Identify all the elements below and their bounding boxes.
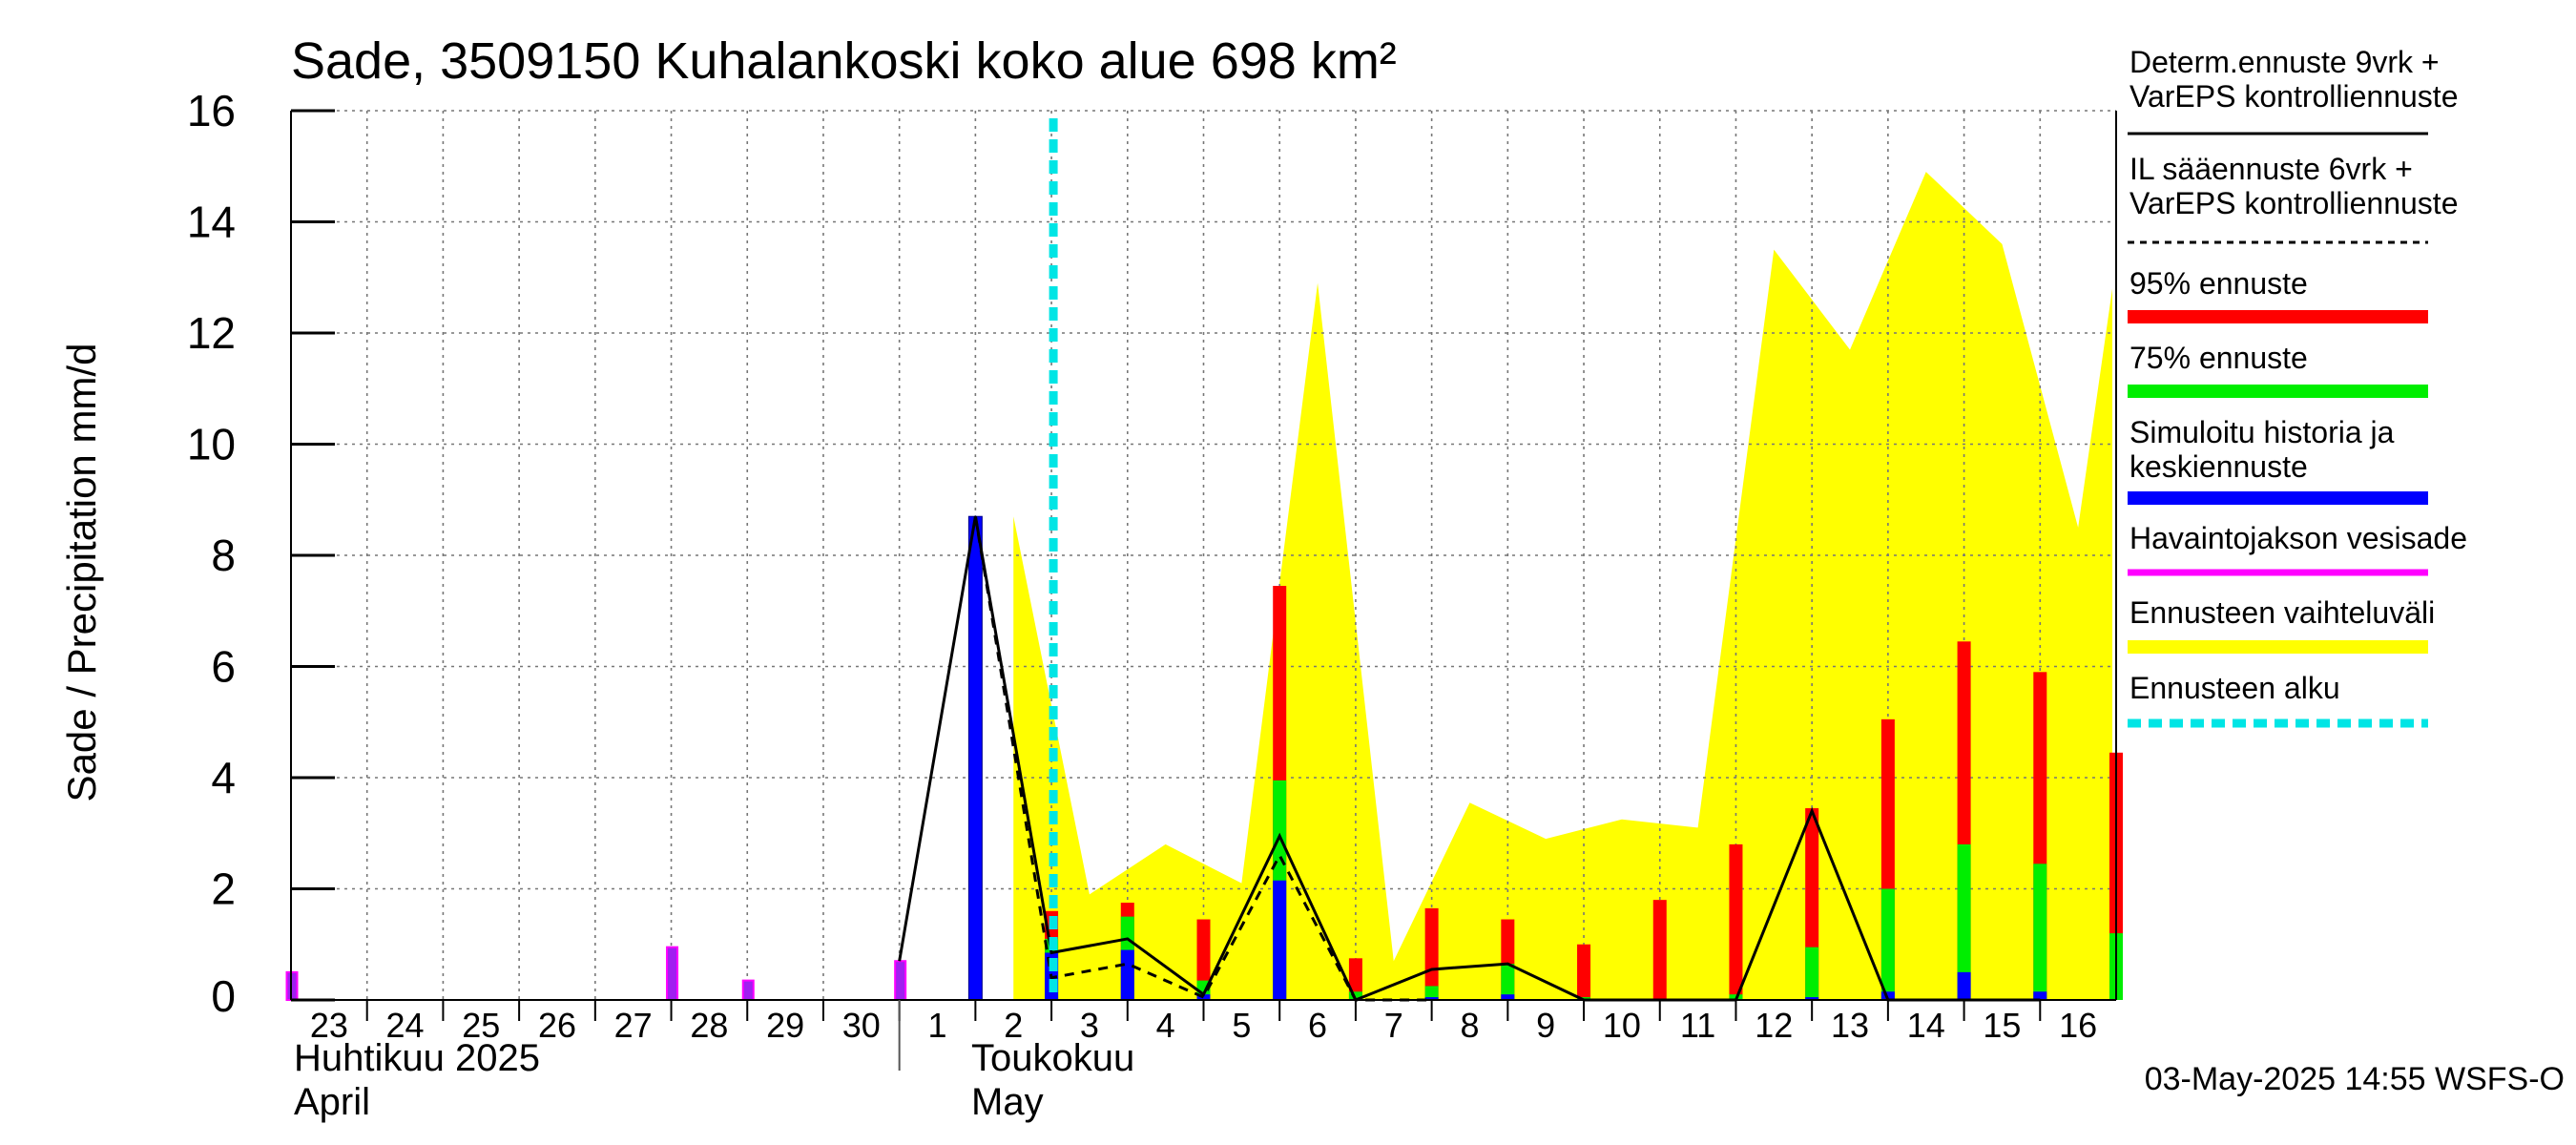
- x-tick-label-1: 1: [928, 1006, 947, 1045]
- forecast-bar-75-16: [2033, 864, 2047, 1000]
- legend-label-1-1: VarEPS kontrolliennuste: [2129, 186, 2458, 220]
- observed-bar-28: [666, 946, 679, 1001]
- forecast-bar-95-10: [1577, 944, 1591, 1000]
- forecast-bar-mean-13: [1805, 997, 1819, 1000]
- x-tick-label-25: 25: [462, 1006, 500, 1045]
- legend-label-4-1: keskiennuste: [2129, 449, 2308, 484]
- x-tick-label-7: 7: [1384, 1006, 1403, 1045]
- legend-label-3-0: 75% ennuste: [2129, 341, 2308, 375]
- x-tick-label-9: 9: [1536, 1006, 1555, 1045]
- x-tick-label-30: 30: [842, 1006, 881, 1045]
- forecast-bar-75-15: [1957, 843, 1971, 1000]
- x-tick-label-6: 6: [1308, 1006, 1327, 1045]
- x-tick-label-24: 24: [386, 1006, 425, 1045]
- y-tick-label-4: 4: [211, 753, 236, 802]
- legend-label-1-0: IL sääennuste 6vrk +: [2129, 152, 2413, 186]
- x-tick-label-12: 12: [1755, 1006, 1793, 1045]
- x-tick-label-2: 2: [1004, 1006, 1023, 1045]
- forecast-bar-mean-4: [1120, 949, 1134, 1000]
- x-tick-label-29: 29: [766, 1006, 804, 1045]
- month-label-may-en: May: [971, 1081, 1044, 1123]
- y-tick-label-6: 6: [211, 642, 236, 692]
- legend-label-0-1: VarEPS kontrolliennuste: [2129, 79, 2458, 114]
- x-tick-label-11: 11: [1680, 1006, 1715, 1045]
- y-tick-label-2: 2: [211, 864, 236, 914]
- y-axis-label: Sade / Precipitation mm/d: [59, 344, 104, 802]
- forecast-bar-75-8: [1424, 986, 1439, 1000]
- y-tick-label-14: 14: [187, 198, 236, 247]
- forecast-bar-75-9: [1501, 964, 1515, 1000]
- legend-label-6-0: Ennusteen vaihteluväli: [2129, 595, 2435, 630]
- legend-label-4-0: Simuloitu historia ja: [2129, 415, 2395, 449]
- forecast-bar-mean-16: [2033, 991, 2047, 1000]
- x-tick-label-26: 26: [538, 1006, 576, 1045]
- simulated-bar-2: [967, 515, 983, 1001]
- x-tick-label-8: 8: [1460, 1006, 1479, 1045]
- y-tick-label-0: 0: [211, 971, 236, 1021]
- month-label-april-fi: Huhtikuu 2025: [294, 1037, 540, 1079]
- legend-label-0-0: Determ.ennuste 9vrk +: [2129, 45, 2440, 79]
- forecast-bar-mean-15: [1957, 971, 1971, 1000]
- forecast-bar-75-13: [1805, 947, 1819, 1000]
- x-tick-label-5: 5: [1232, 1006, 1251, 1045]
- forecast-bar-mean-5: [1196, 994, 1211, 1000]
- legend-label-7-0: Ennusteen alku: [2129, 671, 2340, 705]
- bars-layer: [285, 515, 2123, 1002]
- x-tick-label-4: 4: [1156, 1006, 1175, 1045]
- forecast-range-area: [1013, 172, 2113, 1000]
- forecast-bar-95-12: [1729, 843, 1743, 1000]
- footer-timestamp: 03-May-2025 14:55 WSFS-O: [2145, 1061, 2565, 1097]
- x-tick-label-28: 28: [690, 1006, 728, 1045]
- legend-label-2-0: 95% ennuste: [2129, 266, 2308, 301]
- forecast-bar-95-11: [1652, 900, 1667, 1000]
- y-tick-label-12: 12: [187, 308, 236, 358]
- y-tick-label-8: 8: [211, 531, 236, 580]
- forecast-bar-95-5: [1196, 919, 1211, 1000]
- observed-bar-29: [741, 979, 755, 1002]
- x-tick-label-10: 10: [1603, 1006, 1641, 1045]
- legend-label-5-0: Havaintojakson vesisade: [2129, 521, 2467, 555]
- determ-forecast-line: [898, 515, 2041, 1002]
- forecast-bar-95-8: [1424, 907, 1439, 1000]
- forecast-bar-mean-9: [1501, 994, 1515, 1000]
- forecast-bar-mean-6: [1273, 880, 1287, 1000]
- forecast-bar-mean-14: [1880, 991, 1895, 1000]
- month-label-may-fi: Toukokuu: [971, 1037, 1134, 1079]
- forecast-bar-75-14: [1880, 888, 1895, 1000]
- x-tick-label-15: 15: [1983, 1006, 2021, 1045]
- observed-bar-1: [894, 960, 907, 1001]
- forecast-range-layer: [1013, 172, 2113, 1000]
- legend: Determ.ennuste 9vrk +VarEPS kontrollienn…: [2128, 45, 2467, 728]
- x-tick-label-13: 13: [1831, 1006, 1869, 1045]
- forecast-bar-75-7: [1348, 991, 1362, 1000]
- y-tick-label-16: 16: [187, 86, 236, 135]
- x-tick-label-3: 3: [1080, 1006, 1099, 1045]
- x-tick-label-27: 27: [614, 1006, 653, 1045]
- forecast-bar-mean-8: [1424, 997, 1439, 1000]
- y-tick-label-10: 10: [187, 420, 236, 469]
- x-tick-label-23: 23: [310, 1006, 348, 1045]
- x-tick-label-16: 16: [2059, 1006, 2097, 1045]
- x-tick-label-14: 14: [1907, 1006, 1945, 1045]
- chart-title: Sade, 3509150 Kuhalankoski koko alue 698…: [291, 32, 1397, 90]
- month-label-april-en: April: [294, 1081, 370, 1123]
